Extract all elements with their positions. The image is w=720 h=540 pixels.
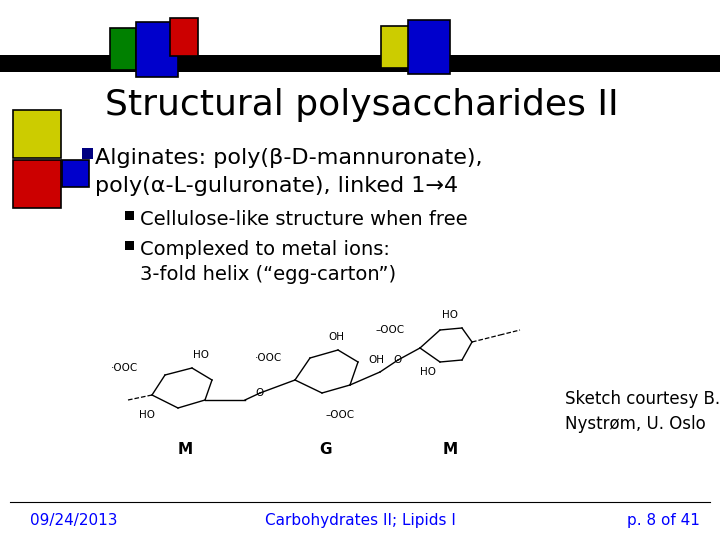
Text: 09/24/2013: 09/24/2013 bbox=[30, 512, 117, 528]
Text: HO: HO bbox=[193, 350, 209, 360]
Text: O: O bbox=[256, 388, 264, 398]
Bar bbox=[82, 148, 93, 159]
Bar bbox=[381, 26, 409, 68]
Text: ·OOC: ·OOC bbox=[255, 353, 282, 363]
Bar bbox=[13, 110, 61, 158]
Bar bbox=[136, 22, 178, 77]
Text: –OOC: –OOC bbox=[376, 325, 405, 335]
Bar bbox=[408, 20, 450, 74]
Bar bbox=[13, 160, 61, 208]
Text: M: M bbox=[177, 442, 192, 457]
Text: HO: HO bbox=[139, 410, 155, 420]
Bar bbox=[62, 160, 89, 187]
Text: p. 8 of 41: p. 8 of 41 bbox=[627, 512, 700, 528]
Bar bbox=[0, 55, 720, 72]
Text: Sketch courtesy B.
Nystrøm, U. Oslo: Sketch courtesy B. Nystrøm, U. Oslo bbox=[565, 390, 720, 433]
Text: O: O bbox=[394, 355, 402, 365]
Text: Cellulose-like structure when free: Cellulose-like structure when free bbox=[140, 210, 467, 229]
Text: OH: OH bbox=[368, 355, 384, 365]
Text: OH: OH bbox=[328, 332, 344, 342]
Text: ·OOC: ·OOC bbox=[111, 363, 138, 373]
Bar bbox=[170, 18, 198, 56]
Bar bbox=[110, 28, 136, 70]
Bar bbox=[125, 241, 134, 250]
Text: Carbohydrates II; Lipids I: Carbohydrates II; Lipids I bbox=[264, 512, 456, 528]
Text: HO: HO bbox=[442, 310, 458, 320]
Text: Structural polysaccharides II: Structural polysaccharides II bbox=[105, 88, 618, 122]
Text: HO: HO bbox=[420, 367, 436, 377]
Text: –OOC: –OOC bbox=[325, 410, 354, 420]
Text: Alginates: poly(β-D-mannuronate),
poly(α-L-guluronate), linked 1→4: Alginates: poly(β-D-mannuronate), poly(α… bbox=[95, 148, 482, 196]
Bar bbox=[125, 211, 134, 220]
Text: M: M bbox=[442, 442, 458, 457]
Text: Complexed to metal ions:
3-fold helix (“egg-carton”): Complexed to metal ions: 3-fold helix (“… bbox=[140, 240, 396, 284]
Text: G: G bbox=[319, 442, 331, 457]
